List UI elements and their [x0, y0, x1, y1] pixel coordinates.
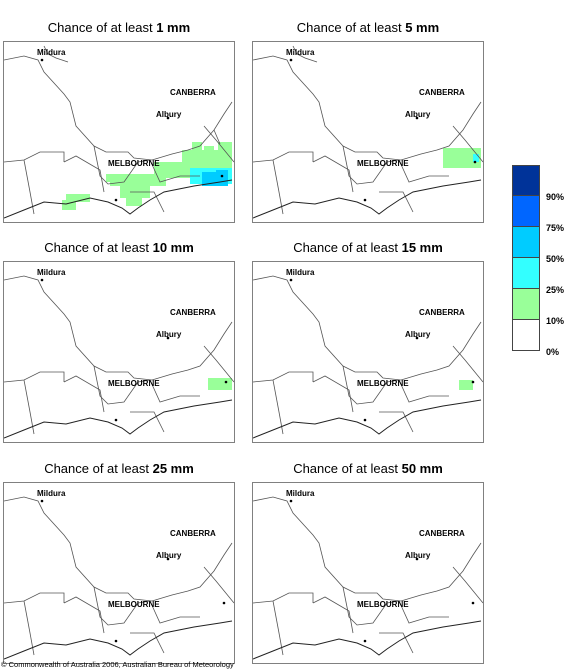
legend-label: 75%: [546, 223, 565, 233]
map-50mm: Mildura CANBERRA Albury MELBOURNE: [252, 482, 484, 664]
map-1mm: Mildura CANBERRA Albury MELBOURNE: [3, 41, 235, 223]
city-label-melbourne: MELBOURNE: [357, 159, 409, 168]
map-5mm: Mildura CANBERRA Albury MELBOURNE: [252, 41, 484, 223]
legend-swatch-75: [512, 196, 540, 227]
rain-probability-area: [459, 380, 473, 390]
panel-title: Chance of at least 15 mm: [293, 240, 443, 255]
panel-title: Chance of at least 1 mm: [47, 20, 191, 35]
city-label-canberra: CANBERRA: [170, 308, 216, 317]
city-label-albury: Albury: [156, 330, 182, 339]
city-label-mildura: Mildura: [37, 489, 66, 498]
city-label-albury: Albury: [156, 110, 182, 119]
city-label-melbourne: MELBOURNE: [108, 159, 160, 168]
city-label-canberra: CANBERRA: [170, 88, 216, 97]
city-label-albury: Albury: [405, 330, 431, 339]
rain-probability-area: [208, 378, 232, 390]
panel-title: Chance of at least 5 mm: [296, 20, 440, 35]
legend-swatch-10: [512, 289, 540, 320]
city-label-mildura: Mildura: [286, 48, 315, 57]
map-10mm: Mildura CANBERRA Albury MELBOURNE: [3, 261, 235, 443]
city-label-canberra: CANBERRA: [419, 308, 465, 317]
city-label-mildura: Mildura: [37, 48, 66, 57]
legend-swatch-50: [512, 227, 540, 258]
city-label-albury: Albury: [156, 551, 182, 560]
city-label-mildura: Mildura: [37, 268, 66, 277]
city-label-melbourne: MELBOURNE: [357, 379, 409, 388]
legend-swatch-90: [512, 165, 540, 196]
panel-title: Chance of at least 50 mm: [293, 461, 443, 476]
legend-label: 90%: [546, 192, 565, 202]
legend-label: 25%: [546, 285, 565, 295]
legend-label: 50%: [546, 254, 565, 264]
city-label-mildura: Mildura: [286, 268, 315, 277]
rain-probability-area: [62, 142, 232, 210]
panel-title: Chance of at least 25 mm: [44, 461, 194, 476]
city-label-melbourne: MELBOURNE: [357, 600, 409, 609]
city-label-mildura: Mildura: [286, 489, 315, 498]
city-label-melbourne: MELBOURNE: [108, 379, 160, 388]
city-label-albury: Albury: [405, 551, 431, 560]
legend-swatch-25: [512, 258, 540, 289]
city-label-canberra: CANBERRA: [170, 529, 216, 538]
copyright-notice: © Commonwealth of Australia 2006, Austra…: [1, 660, 234, 669]
city-label-melbourne: MELBOURNE: [108, 600, 160, 609]
legend-label: 0%: [546, 347, 560, 357]
legend-swatch-0: [512, 320, 540, 351]
city-label-albury: Albury: [405, 110, 431, 119]
panel-title: Chance of at least 10 mm: [44, 240, 194, 255]
probability-legend: 90% 75% 50% 25% 10% 0%: [512, 165, 564, 357]
legend-label: 10%: [546, 316, 565, 326]
city-label-canberra: CANBERRA: [419, 529, 465, 538]
city-label-canberra: CANBERRA: [419, 88, 465, 97]
map-15mm: Mildura CANBERRA Albury MELBOURNE: [252, 261, 484, 443]
map-25mm: Mildura CANBERRA Albury MELBOURNE: [3, 482, 235, 664]
rain-probability-area: [443, 148, 481, 168]
